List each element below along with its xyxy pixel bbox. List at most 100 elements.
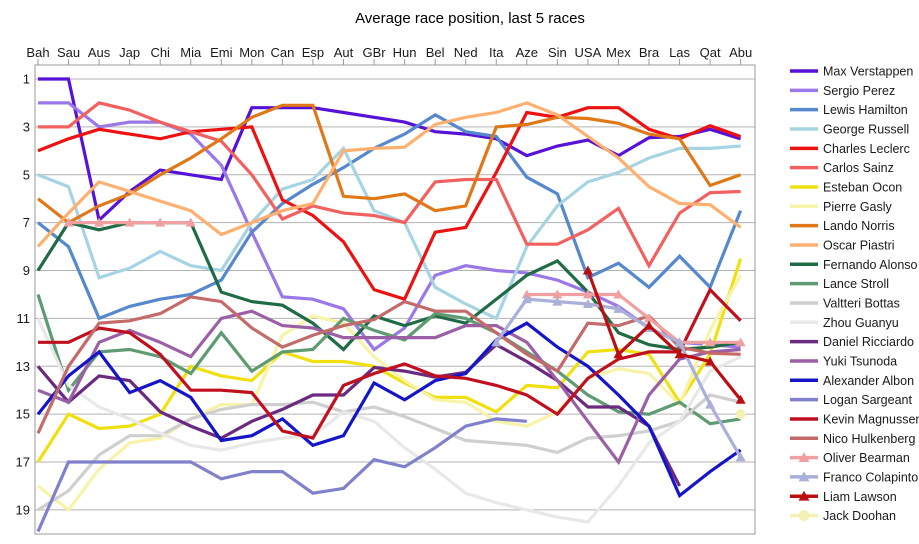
series-line (36, 295, 741, 434)
series-line (36, 101, 742, 248)
x-axis-label: USA (575, 45, 602, 60)
point-marker-triangle (491, 337, 502, 347)
legend-label: Kevin Magnussen (823, 412, 919, 426)
x-axis-label: Mon (239, 45, 264, 60)
series-line (37, 106, 742, 302)
legend-label: Oliver Bearman (823, 451, 910, 465)
series-yuki-tsunoda (37, 309, 741, 466)
y-axis-label: 7 (23, 215, 30, 230)
legend-label: Logan Sargeant (823, 393, 912, 407)
x-axis-label: Aus (88, 45, 111, 60)
series-oliver-bearman (63, 217, 746, 347)
x-axis-label: Sin (548, 45, 567, 60)
legend-item-lando-norris: Lando Norris (790, 219, 895, 233)
series-line (586, 269, 742, 401)
series-jack-doohan (735, 409, 746, 420)
x-axis-label: Jap (119, 45, 140, 60)
series-line (38, 77, 742, 224)
series-line (526, 292, 741, 344)
y-axis-label: 5 (23, 167, 30, 182)
series-line (38, 101, 741, 269)
legend-label: Lando Norris (823, 219, 895, 233)
x-axis-label: Bra (639, 45, 660, 60)
plot-border (34, 64, 756, 535)
legend-label: Carlos Sainz (823, 161, 894, 175)
series-line (37, 144, 741, 321)
y-axis-label: 1 (23, 72, 30, 87)
legend-label: Daniel Ricciardo (823, 335, 914, 349)
point-marker-triangle (63, 217, 74, 227)
x-axis-label: Emi (210, 45, 233, 60)
legend-item-liam-lawson: Liam Lawson (790, 490, 897, 504)
series-lando-norris (37, 103, 742, 225)
series-nico-hulkenberg (36, 295, 741, 434)
series-valtteri-bottas (37, 393, 741, 512)
series-line (37, 393, 741, 512)
point-marker-triangle (155, 217, 166, 227)
series-kevin-magnussen (38, 286, 742, 440)
y-axis-label: 15 (16, 407, 30, 422)
legend-label: Lewis Hamilton (823, 103, 908, 117)
series-charles-leclerc (37, 106, 742, 302)
legend-item-zhou-guanyu: Zhou Guanyu (790, 316, 899, 330)
legend-label: Zhou Guanyu (823, 316, 899, 330)
legend-item-logan-sargeant: Logan Sargeant (790, 393, 912, 407)
legend-item-charles-leclerc: Charles Leclerc (790, 142, 910, 156)
legend-label: Jack Doohan (823, 509, 896, 523)
point-marker-triangle (521, 294, 532, 304)
series-oscar-piastri (36, 101, 742, 248)
point-marker-triangle (185, 217, 196, 227)
series-lines (36, 77, 746, 533)
legend-label: Nico Hulkenberg (823, 432, 915, 446)
legend-label: Valtteri Bottas (823, 296, 900, 310)
y-axis-label: 19 (16, 502, 30, 517)
legend-label: Pierre Gasly (823, 200, 893, 214)
y-axis-label: 9 (23, 263, 30, 278)
legend-item-carlos-sainz: Carlos Sainz (790, 161, 894, 175)
legend-label: George Russell (823, 122, 909, 136)
point-marker-triangle (613, 303, 624, 313)
point-marker-triangle (552, 296, 563, 306)
point-marker-triangle (798, 452, 810, 462)
legend-item-sergio-perez: Sergio Perez (790, 84, 895, 98)
legend-label: Max Verstappen (823, 65, 913, 79)
point-marker-triangle (735, 337, 746, 347)
legend-item-fernando-alonso: Fernando Alonso (790, 258, 918, 272)
x-axis-label: Can (270, 45, 294, 60)
x-axis-label: Qat (700, 45, 721, 60)
legend-item-jack-doohan: Jack Doohan (790, 509, 896, 523)
series-line (37, 113, 743, 321)
x-axis-label: Ita (489, 45, 504, 60)
legend-label: Charles Leclerc (823, 142, 910, 156)
point-marker-triangle (521, 289, 532, 299)
legend-label: Franco Colapinto (823, 470, 918, 484)
legend-item-max-verstappen: Max Verstappen (790, 65, 913, 79)
y-axis-label: 13 (16, 359, 30, 374)
legend: Max Verstappen Sergio Perez Lewis Hamilton… (790, 65, 919, 523)
point-marker-triangle (644, 313, 654, 323)
legend-item-valtteri-bottas: Valtteri Bottas (790, 296, 900, 310)
x-axis-label: Aze (516, 45, 538, 60)
y-axis-label: 17 (16, 455, 30, 470)
x-axis-label: Hun (393, 45, 417, 60)
legend-item-lance-stroll: Lance Stroll (790, 277, 889, 291)
point-marker-circle (735, 409, 746, 420)
x-axis-label: Las (669, 45, 690, 60)
point-marker-triangle (798, 471, 810, 482)
x-axis-label: Ned (454, 45, 478, 60)
point-marker-triangle (552, 289, 563, 299)
point-marker-triangle (582, 299, 593, 309)
point-marker-triangle (674, 349, 685, 359)
point-marker-triangle (705, 337, 716, 347)
x-axis-label: Abu (729, 45, 752, 60)
series-line (36, 417, 527, 533)
legend-label: Fernando Alonso (823, 258, 918, 272)
x-axis-label: Mex (606, 45, 631, 60)
x-axis-label: Bel (426, 45, 445, 60)
legend-item-pierre-gasly: Pierre Gasly (790, 200, 893, 214)
series-carlos-sainz (38, 101, 741, 269)
x-axis-label: Mia (180, 45, 202, 60)
series-line (37, 103, 742, 225)
legend-label: Oscar Piastri (823, 238, 895, 252)
